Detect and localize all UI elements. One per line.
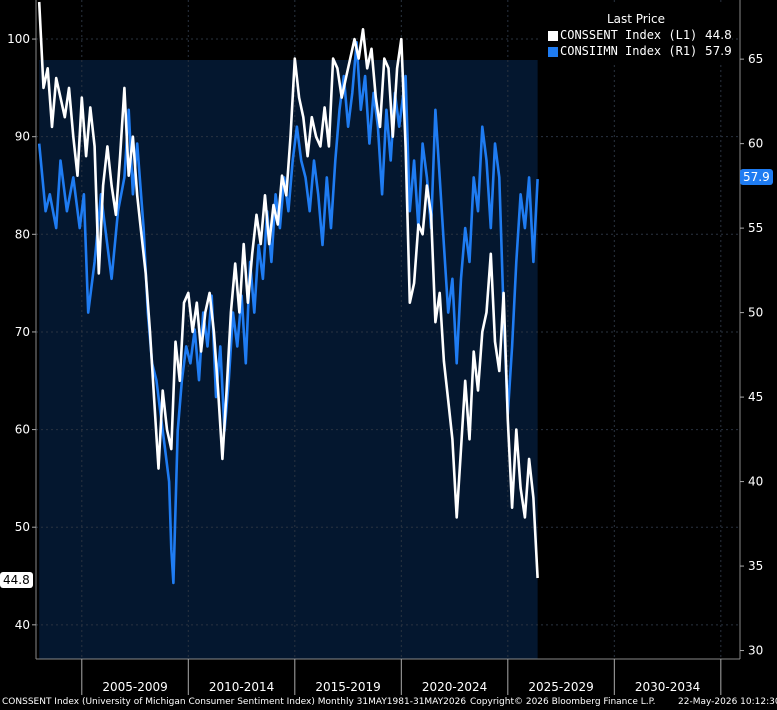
last-price-tag-left: 44.8 <box>0 572 33 588</box>
x-tick-label: 2010-2014 <box>209 680 274 694</box>
right-tick-label: 30 <box>748 644 763 658</box>
right-y-axis: 30 35 40 45 50 55 60 65 <box>739 0 763 659</box>
footer-copyright: Copyright© 2026 Bloomberg Finance L.P. <box>470 697 656 707</box>
x-tick-label: 2020-2024 <box>422 680 487 694</box>
right-tick-label: 45 <box>748 390 763 404</box>
right-tick-label: 55 <box>748 221 763 235</box>
legend-value-consent: 44.8 <box>705 28 732 42</box>
left-tick-label: 100 <box>7 32 30 46</box>
series-line-consent <box>37 1 539 579</box>
left-tick-label: 50 <box>15 520 30 534</box>
legend-header: Last Price <box>606 12 666 26</box>
x-tick-label: 2025-2029 <box>528 680 593 694</box>
right-tick-label: 40 <box>748 475 763 489</box>
series-lines <box>37 1 539 585</box>
right-tick-label: 50 <box>748 306 763 320</box>
legend-entry-consiimn: CONSIIMN Index (R1) <box>548 44 697 58</box>
left-tick-label: 60 <box>15 423 30 437</box>
legend-label-consent: CONSSENT Index (L1) <box>560 28 698 42</box>
left-tick-label: 40 <box>15 618 30 632</box>
right-tick-label: 60 <box>748 137 763 151</box>
left-tick-label: 80 <box>15 227 30 241</box>
last-price-tag-right: 57.9 <box>740 169 773 185</box>
footer-source: CONSSENT Index (University of Michigan C… <box>2 697 467 707</box>
x-tick-label: 2030-2034 <box>635 680 700 694</box>
x-axis: 2005-2009 2010-2014 2015-2019 2020-2024 2025… <box>36 658 740 695</box>
legend-value-consiimn: 57.9 <box>705 44 732 58</box>
left-tick-label: 70 <box>15 325 30 339</box>
left-y-axis: 40 50 60 70 80 90 100 <box>7 0 37 659</box>
legend-label-consiimn: CONSIIMN Index (R1) <box>560 44 698 58</box>
series-line-consiimn <box>37 40 539 585</box>
right-tick-label: 35 <box>748 559 763 573</box>
legend-swatch-blue <box>548 46 558 57</box>
footer-timestamp: 22-May-2026 10:12:30 <box>678 697 777 707</box>
left-tick-label: 90 <box>15 130 30 144</box>
x-tick-label: 2005-2009 <box>102 680 167 694</box>
legend-entry-consent: CONSSENT Index (L1) <box>548 28 697 42</box>
legend: Last Price CONSSENT Index (L1) 44.8 CONS… <box>540 4 732 62</box>
x-tick-label: 2015-2019 <box>315 680 380 694</box>
right-tick-label: 65 <box>748 52 763 66</box>
legend-swatch-white <box>548 30 558 41</box>
